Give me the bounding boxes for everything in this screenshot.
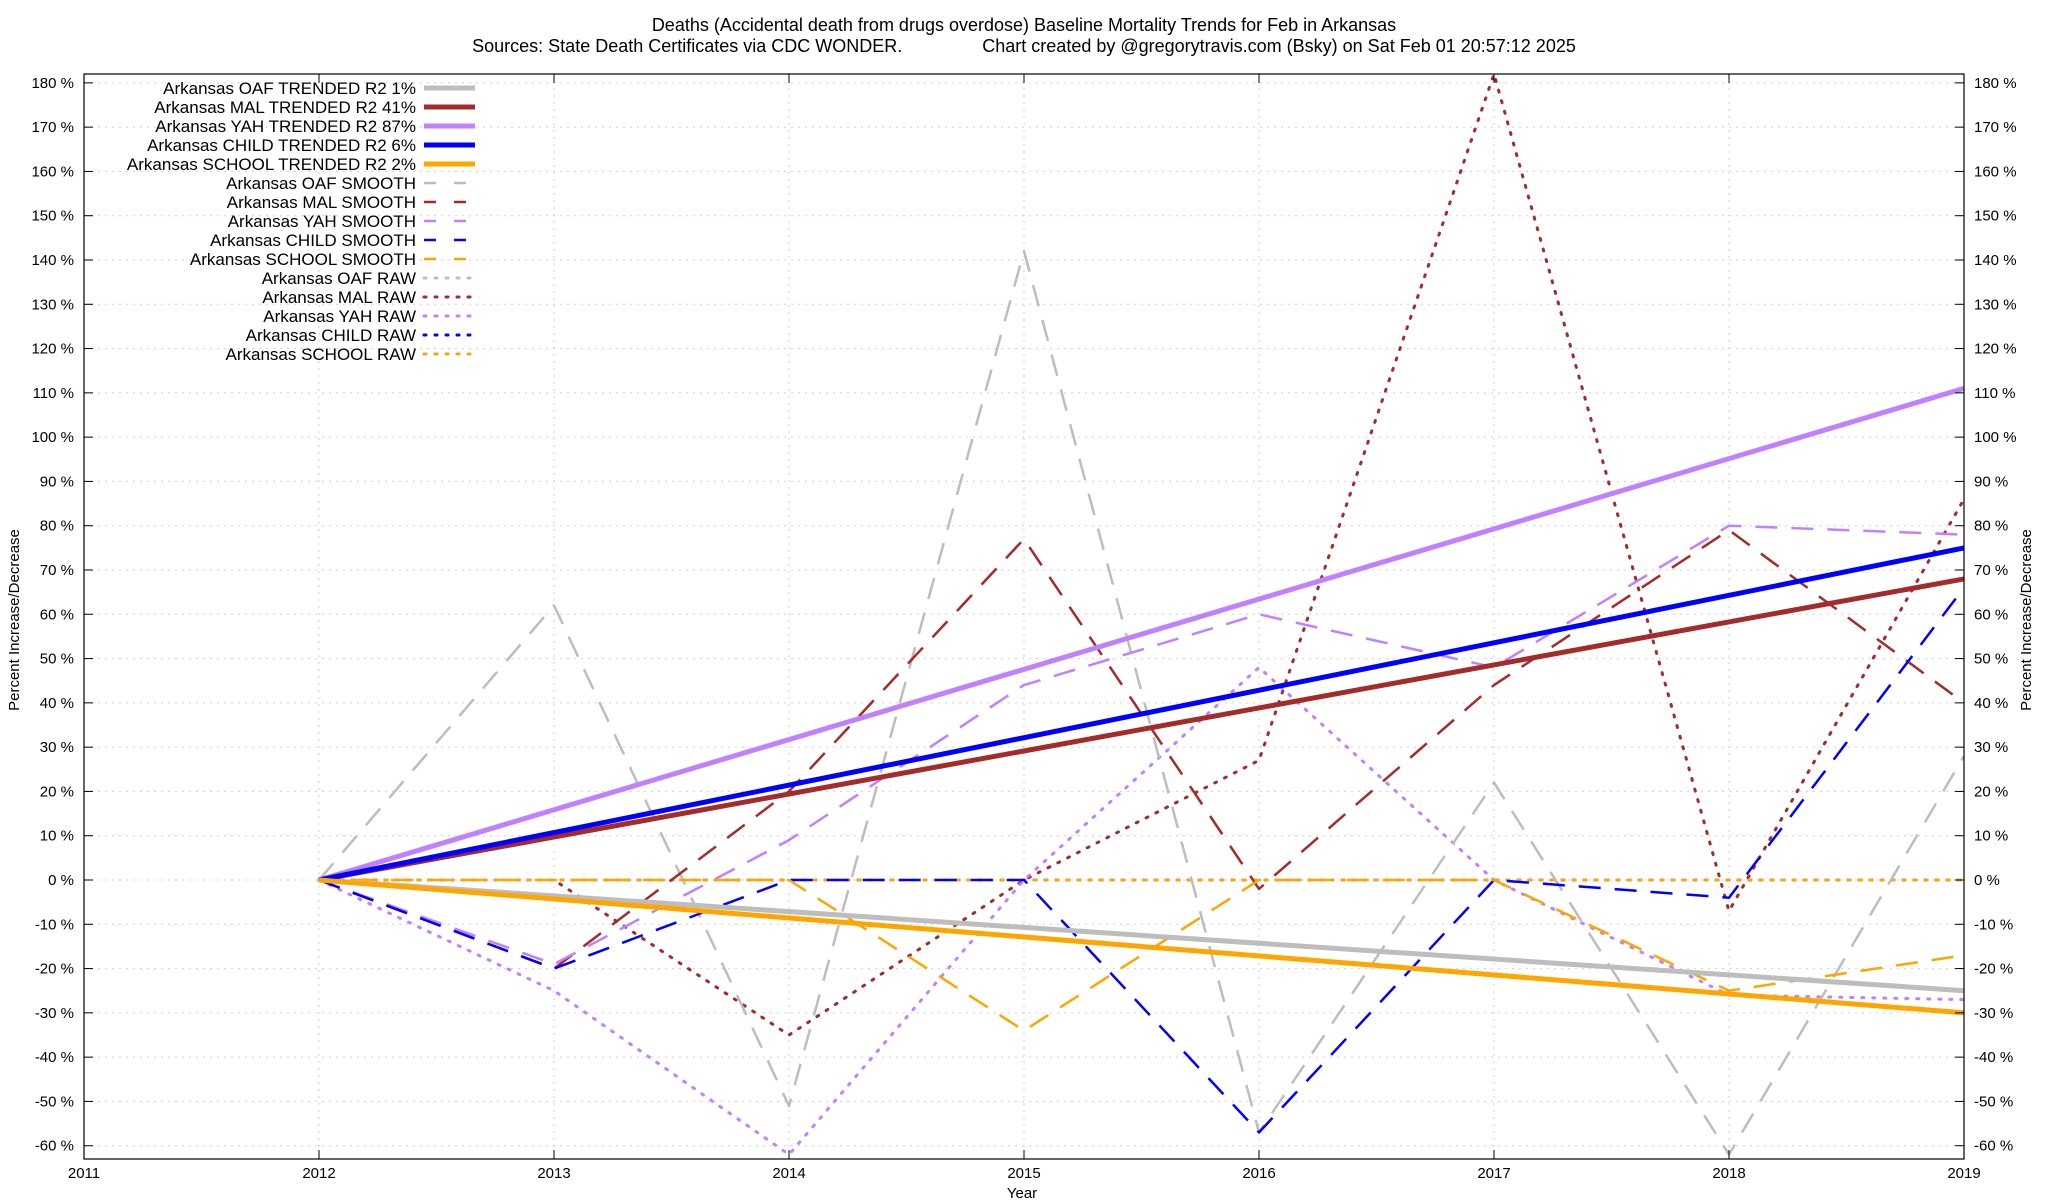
y2-tick-label: 150 % bbox=[1974, 208, 2017, 225]
series-line-1 bbox=[318, 576, 1965, 883]
y2-tick-label: 80 % bbox=[1974, 518, 2008, 535]
y2-tick-label: 170 % bbox=[1974, 119, 2017, 136]
series-line-4 bbox=[318, 877, 1965, 1016]
legend-label-3: Arkansas CHILD TRENDED R2 6% bbox=[147, 136, 416, 155]
y2-tick-label: -40 % bbox=[1974, 1049, 2013, 1066]
legend-label-10: Arkansas OAF RAW bbox=[262, 269, 416, 288]
y-tick-label: 120 % bbox=[31, 341, 74, 358]
x-axis-title: Year bbox=[1007, 1185, 1037, 1200]
y-tick-label: 100 % bbox=[31, 429, 74, 446]
y2-tick-label: -30 % bbox=[1974, 1005, 2013, 1022]
y2-tick-label: 10 % bbox=[1974, 828, 2008, 845]
y2-axis-title: Percent Increase/Decrease bbox=[2018, 529, 2035, 711]
y2-tick-label: -10 % bbox=[1974, 916, 2013, 933]
series-line-5 bbox=[318, 249, 1966, 1156]
y-tick-label: 20 % bbox=[40, 783, 74, 800]
x-tick-label: 2015 bbox=[1007, 1165, 1040, 1182]
series-line-8 bbox=[318, 586, 1965, 1134]
y2-tick-label: -20 % bbox=[1974, 961, 2013, 978]
y2-tick-label: 30 % bbox=[1974, 739, 2008, 756]
chart-title: Deaths (Accidental death from drugs over… bbox=[652, 15, 1396, 35]
y-tick-label: 90 % bbox=[40, 473, 74, 490]
legend-label-9: Arkansas SCHOOL SMOOTH bbox=[190, 250, 416, 269]
y2-tick-label: 120 % bbox=[1974, 341, 2017, 358]
y-tick-label: 60 % bbox=[40, 606, 74, 623]
legend-label-0: Arkansas OAF TRENDED R2 1% bbox=[163, 79, 416, 98]
x-tick-label: 2011 bbox=[68, 1165, 100, 1182]
legend-label-2: Arkansas YAH TRENDED R2 87% bbox=[155, 117, 416, 136]
y2-tick-label: 140 % bbox=[1974, 252, 2017, 269]
legend-label-4: Arkansas SCHOOL TRENDED R2 2% bbox=[127, 155, 416, 174]
y-tick-label: -20 % bbox=[35, 961, 74, 978]
series-line-2 bbox=[318, 386, 1965, 883]
x-tick-label: 2018 bbox=[1712, 1165, 1745, 1182]
series-line-11 bbox=[317, 72, 1966, 1037]
series-line-0 bbox=[318, 877, 1965, 994]
axis-ticks: -60 % -60 % -50 % -50 % -40 % -40 % -30 % -30 %… bbox=[31, 74, 2017, 1182]
y2-tick-label: 180 % bbox=[1974, 75, 2017, 92]
legend-label-14: Arkansas SCHOOL RAW bbox=[225, 345, 416, 364]
y-tick-label: 70 % bbox=[40, 562, 74, 579]
legend-label-13: Arkansas CHILD RAW bbox=[246, 326, 416, 345]
y2-tick-label: -60 % bbox=[1974, 1138, 2013, 1155]
legend-label-1: Arkansas MAL TRENDED R2 41% bbox=[154, 98, 416, 117]
y2-tick-label: 40 % bbox=[1974, 695, 2008, 712]
y2-tick-label: 160 % bbox=[1974, 163, 2017, 180]
y-axis-title: Percent Increase/Decrease bbox=[6, 529, 23, 711]
y2-tick-label: 50 % bbox=[1974, 651, 2008, 668]
legend-label-6: Arkansas MAL SMOOTH bbox=[227, 193, 416, 212]
y-tick-label: 110 % bbox=[33, 385, 74, 402]
x-tick-label: 2013 bbox=[537, 1165, 570, 1182]
series-line-7 bbox=[318, 524, 1965, 966]
y-tick-label: 0 % bbox=[48, 872, 74, 889]
y-tick-label: -10 % bbox=[35, 916, 74, 933]
y-tick-label: 160 % bbox=[31, 163, 74, 180]
chart-subtitle: Sources: State Death Certificates via CD… bbox=[472, 36, 1576, 56]
legend-label-7: Arkansas YAH SMOOTH bbox=[228, 212, 416, 231]
y-tick-label: 140 % bbox=[31, 252, 74, 269]
y2-tick-label: 110 % bbox=[1974, 385, 2015, 402]
legend-label-12: Arkansas YAH RAW bbox=[263, 307, 416, 326]
y2-tick-label: 70 % bbox=[1974, 562, 2008, 579]
x-tick-label: 2019 bbox=[1947, 1165, 1980, 1182]
series-lines bbox=[317, 72, 1966, 1157]
y2-tick-label: 130 % bbox=[1974, 296, 2017, 313]
legend-label-8: Arkansas CHILD SMOOTH bbox=[210, 231, 416, 250]
x-tick-label: 2016 bbox=[1242, 1165, 1275, 1182]
y-tick-label: 50 % bbox=[40, 651, 74, 668]
y2-tick-label: 90 % bbox=[1974, 473, 2008, 490]
y2-tick-label: 60 % bbox=[1974, 606, 2008, 623]
x-tick-label: 2012 bbox=[302, 1165, 335, 1182]
x-tick-label: 2014 bbox=[772, 1165, 805, 1182]
y-tick-label: 170 % bbox=[31, 119, 74, 136]
y-tick-label: 30 % bbox=[40, 739, 74, 756]
legend-label-11: Arkansas MAL RAW bbox=[262, 288, 416, 307]
y-tick-label: 40 % bbox=[40, 695, 74, 712]
y-tick-label: 150 % bbox=[31, 208, 74, 225]
x-tick-label: 2017 bbox=[1477, 1165, 1510, 1182]
series-line-12 bbox=[317, 665, 1966, 1157]
y2-tick-label: 20 % bbox=[1974, 783, 2008, 800]
legend-label-5: Arkansas OAF SMOOTH bbox=[226, 174, 416, 193]
y-tick-label: -60 % bbox=[35, 1138, 74, 1155]
y2-tick-label: 100 % bbox=[1974, 429, 2017, 446]
y-tick-label: -30 % bbox=[35, 1005, 74, 1022]
legend: Arkansas OAF TRENDED R2 1%Arkansas MAL T… bbox=[127, 79, 477, 364]
y2-tick-label: -50 % bbox=[1974, 1093, 2013, 1110]
y-tick-label: 130 % bbox=[31, 296, 74, 313]
y-tick-label: 80 % bbox=[40, 518, 74, 535]
y-tick-label: -50 % bbox=[35, 1093, 74, 1110]
series-line-3 bbox=[318, 545, 1965, 883]
y-tick-label: 10 % bbox=[40, 828, 74, 845]
y-tick-label: 180 % bbox=[31, 75, 74, 92]
y2-tick-label: 0 % bbox=[1974, 872, 2000, 889]
y-tick-label: -40 % bbox=[35, 1049, 74, 1066]
